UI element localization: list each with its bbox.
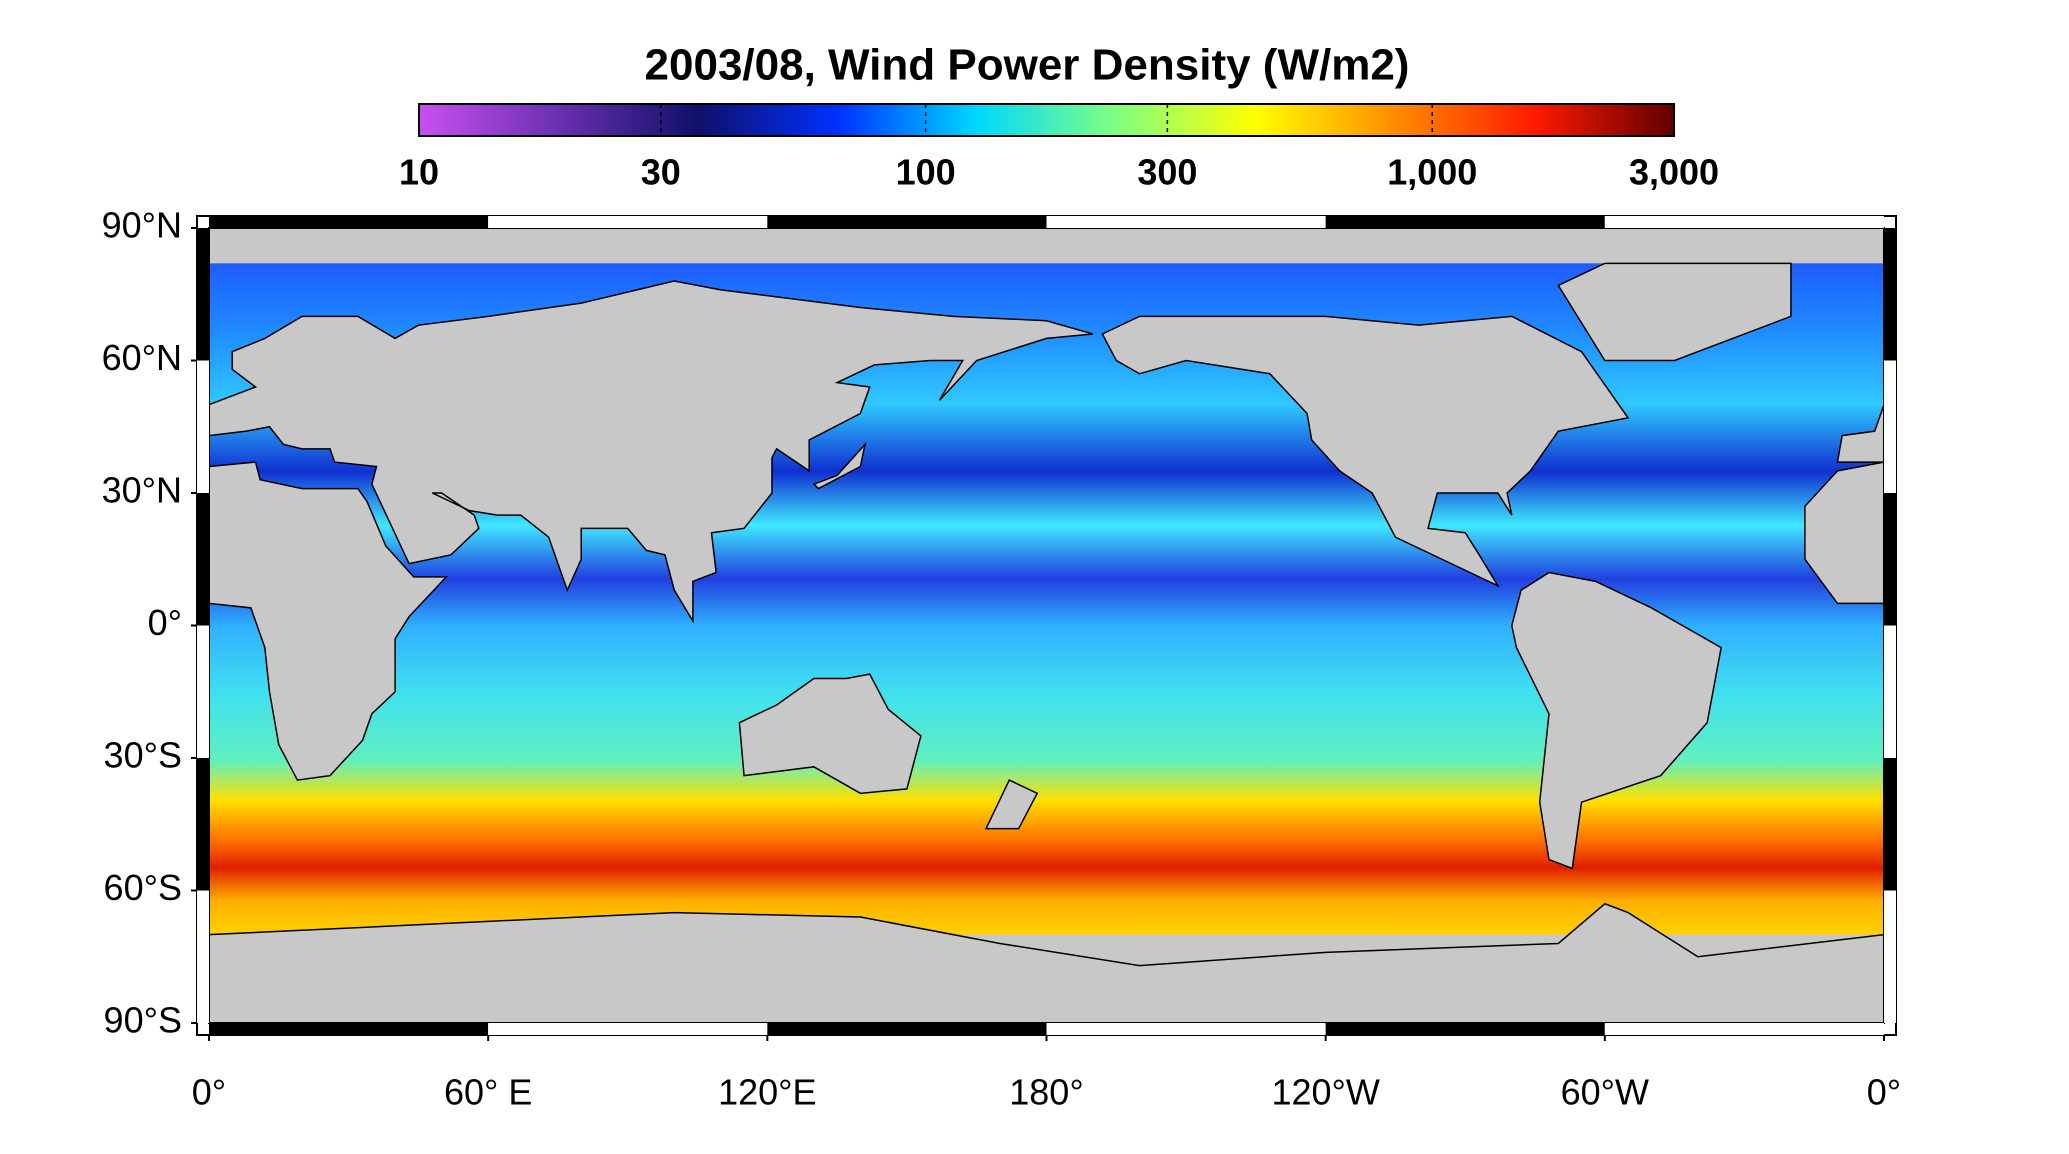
frame-segment [209, 1023, 489, 1035]
frame-segment [197, 625, 209, 758]
colorbar: 10 30 100 300 1,000 3,000 [399, 103, 1719, 193]
x-tick-label: 0° [1867, 1072, 1901, 1113]
frame-segment [197, 890, 209, 1023]
frame-segment [1884, 890, 1896, 1023]
landmass [1101, 315, 1630, 588]
landmass [984, 779, 1039, 830]
frame-segment [197, 758, 209, 891]
frame-segment [197, 228, 209, 361]
frame-segment [1604, 1023, 1884, 1035]
frame-segment [197, 493, 209, 626]
landmass [1836, 404, 1884, 463]
y-tick-label: 30°S [104, 735, 182, 776]
y-tick-label: 30°N [102, 470, 182, 511]
y-tick-label: 60°N [102, 337, 182, 378]
landmass [812, 441, 867, 490]
landmass [1557, 262, 1792, 362]
frame-segment [1325, 1023, 1605, 1035]
landmass [209, 280, 1094, 624]
frame-segment [197, 360, 209, 493]
frame-segment [1884, 625, 1896, 758]
colorbar-tick-label: 30 [641, 152, 681, 193]
landmass [1804, 461, 1884, 605]
x-tick-label: 60°W [1561, 1072, 1649, 1113]
frame-segment [209, 216, 489, 228]
frame-segment [1046, 216, 1326, 228]
frame-segment [1604, 216, 1884, 228]
colorbar-tick-label: 300 [1137, 152, 1197, 193]
colorbar-fill [418, 103, 1675, 137]
map-frame [196, 215, 1897, 1036]
axes: 0° 60° E 120°E 180° 120°W 60°W 0° 90°N 60°N 30°N 0… [102, 205, 1902, 1113]
chart-title: 2003/08, Wind Power Density (W/m2) [645, 41, 1410, 90]
y-tick-label: 60°S [104, 867, 182, 908]
colorbar-tick-label: 100 [896, 152, 956, 193]
landmass [209, 902, 1884, 1023]
frame-segment [767, 1023, 1047, 1035]
frame-segment [1884, 493, 1896, 626]
frame-segment [767, 216, 1047, 228]
x-tick-label: 120°W [1271, 1072, 1379, 1113]
colorbar-tick-label: 10 [399, 152, 439, 193]
map [209, 228, 1884, 1023]
y-tick-label: 0° [148, 602, 182, 643]
frame-segment [1325, 216, 1605, 228]
frame-segment [1046, 1023, 1326, 1035]
x-tick-label: 0° [192, 1072, 226, 1113]
x-tick-label: 60° E [444, 1072, 532, 1113]
x-tick-label: 180° [1009, 1072, 1083, 1113]
colorbar-tick-label: 1,000 [1387, 152, 1477, 193]
x-tick-label: 120°E [718, 1072, 816, 1113]
frame-segment [1884, 758, 1896, 891]
y-tick-label: 90°N [102, 205, 182, 246]
landmass [1511, 571, 1722, 870]
landmass [738, 673, 922, 795]
frame-segment [488, 1023, 768, 1035]
colorbar-tick-label: 3,000 [1629, 152, 1719, 193]
frame-segment [488, 216, 768, 228]
frame-segment [1884, 360, 1896, 493]
y-tick-label: 90°S [104, 1000, 182, 1041]
landmass [209, 461, 449, 781]
frame-segment [1884, 228, 1896, 361]
